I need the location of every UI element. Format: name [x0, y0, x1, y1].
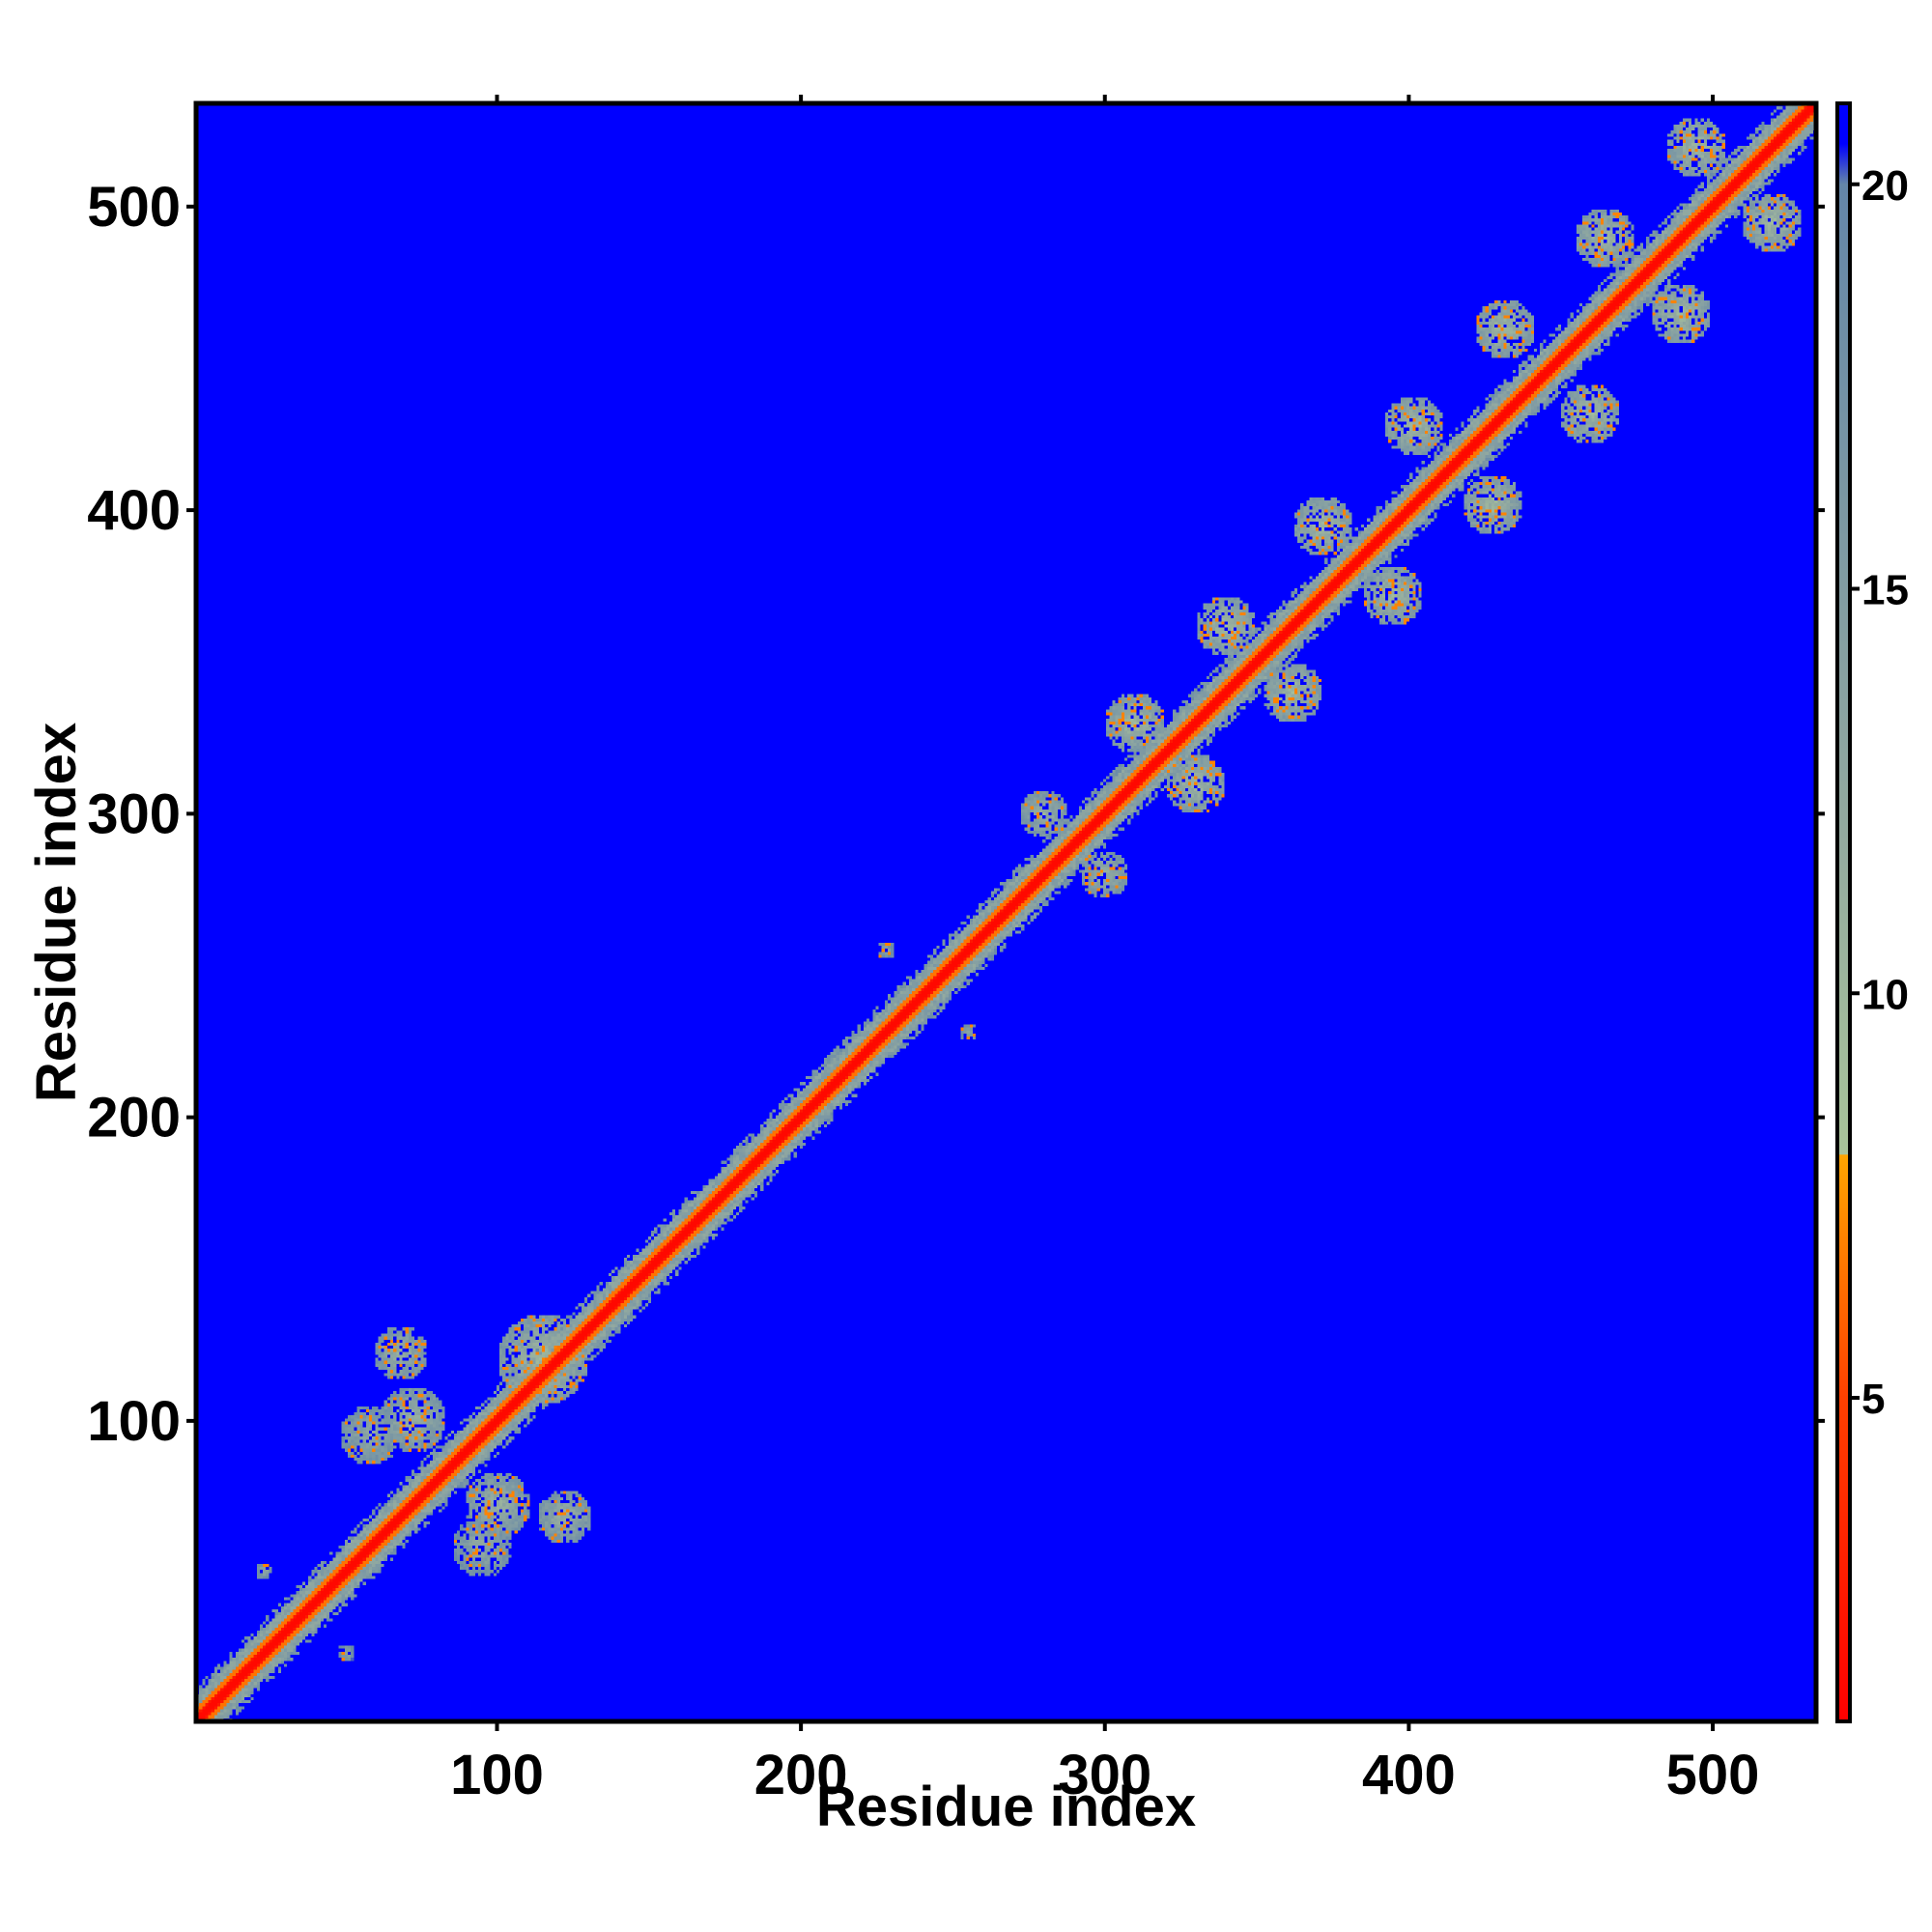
- colorbar-tick-label: 5: [1861, 1376, 1885, 1423]
- x-tick-label: 200: [754, 1744, 848, 1806]
- y-tick-label: 200: [87, 1087, 181, 1150]
- x-axis: 100 200 300 400 500: [450, 95, 1759, 1806]
- colorbar-tick-label: 10: [1861, 971, 1909, 1018]
- y-tick-label: 400: [87, 479, 181, 542]
- colorbar-tick-label: 20: [1861, 162, 1909, 210]
- x-axis-title: Residue index: [816, 1776, 1196, 1838]
- y-axis: 100 200 300 400 500: [87, 176, 196, 1453]
- heatmap-image: [196, 103, 1816, 1721]
- colorbar-tick-label: 15: [1861, 567, 1909, 614]
- x-tick-label: 500: [1666, 1744, 1760, 1806]
- x-tick-label: 100: [450, 1744, 544, 1806]
- y-tick-label: 500: [87, 176, 181, 239]
- y-tick-label: 100: [87, 1390, 181, 1453]
- colorbar-ramp: [1835, 101, 1852, 1723]
- plot-frame: [193, 100, 1819, 1724]
- x-tick-label: 400: [1362, 1744, 1456, 1806]
- x-tick-label: 300: [1058, 1744, 1151, 1806]
- y-tick-label: 300: [87, 782, 181, 845]
- heatmap-area: [196, 103, 1816, 1721]
- colorbar: 5 10 15 20: [1816, 101, 1909, 1723]
- y-axis-title: Residue index: [25, 723, 88, 1102]
